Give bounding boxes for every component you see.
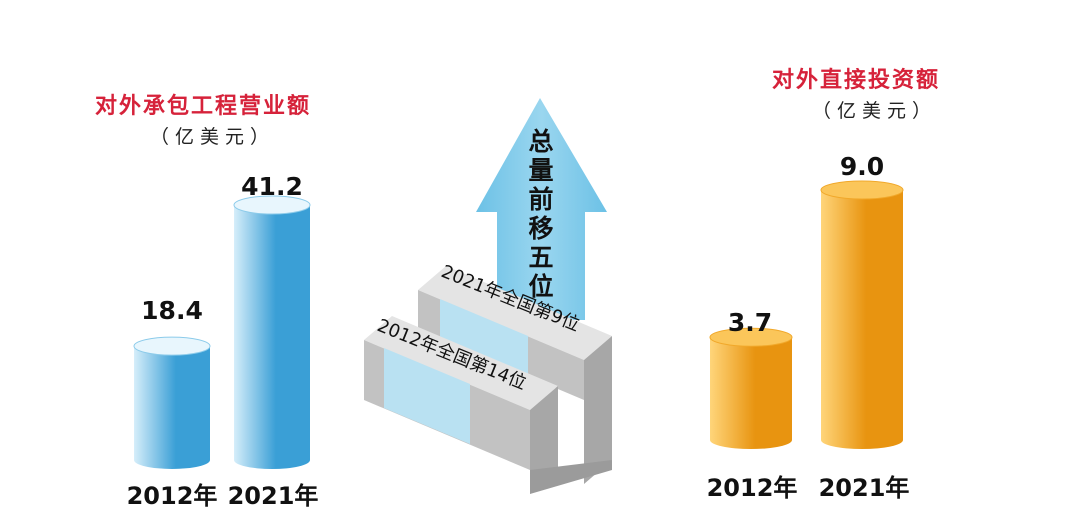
arrow-text-char: 移 xyxy=(528,214,553,243)
left-bar-2021 xyxy=(233,195,311,469)
left-x-label-2012: 2012年 xyxy=(126,482,218,510)
lower-step-top xyxy=(364,316,558,410)
left-x-label-2021: 2021年 xyxy=(227,482,319,510)
upper-step-side xyxy=(584,336,612,484)
left-chart-title: 对外承包工程营业额 xyxy=(95,94,312,119)
upward-arrow xyxy=(476,98,607,320)
upper-step-top xyxy=(418,266,612,360)
right-bar-value-2021: 9.0 xyxy=(839,152,885,181)
right-chart-title: 对外直接投资额 xyxy=(772,68,941,93)
right-bar-2021 xyxy=(820,180,904,449)
left-bar-value-2021: 41.2 xyxy=(241,172,303,201)
right-chart-unit: （亿美元） xyxy=(812,100,938,122)
arrow-text-char: 前 xyxy=(528,185,553,214)
arrow-text-char: 总 xyxy=(528,127,553,156)
lower-step-band xyxy=(384,348,470,444)
stair-base xyxy=(530,460,612,494)
arrow-text-char: 五 xyxy=(528,243,553,272)
right-bar-2012 xyxy=(709,327,793,449)
right-x-label-2021: 2021年 xyxy=(818,474,910,502)
upper-step-band xyxy=(440,299,528,376)
right-x-label-2012: 2012年 xyxy=(706,474,798,502)
left-bar-2012 xyxy=(133,336,211,469)
right-bar-value-2012: 3.7 xyxy=(727,308,773,337)
left-bar-value-2012: 18.4 xyxy=(141,296,203,325)
arrow-text-char: 位 xyxy=(528,272,553,301)
lower-step-side xyxy=(530,386,558,494)
left-chart-unit: （亿美元） xyxy=(150,126,276,148)
arrow-text-char: 量 xyxy=(528,156,553,185)
